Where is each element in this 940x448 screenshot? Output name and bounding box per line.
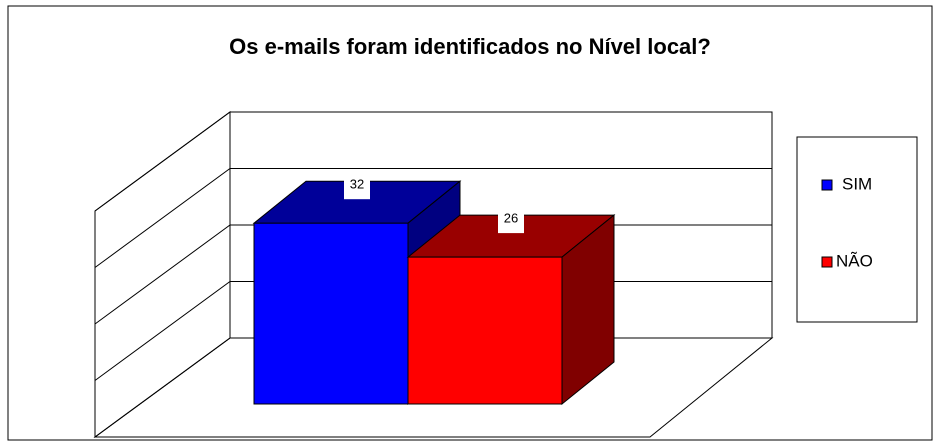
bar bbox=[407, 256, 563, 405]
legend-swatch bbox=[821, 179, 833, 191]
data-label: 26 bbox=[504, 211, 518, 226]
chart-title: Os e-mails foram identificados no Nível … bbox=[229, 34, 711, 59]
data-label: 32 bbox=[350, 177, 364, 192]
data-label-box bbox=[498, 207, 524, 234]
legend bbox=[796, 136, 918, 323]
data-label-box bbox=[344, 173, 370, 200]
bar bbox=[253, 222, 409, 405]
grid-line bbox=[94, 111, 772, 212]
legend-label: SIM bbox=[842, 174, 872, 193]
legend-swatch bbox=[821, 256, 833, 268]
grid-line bbox=[94, 168, 772, 268]
legend-label: NÃO bbox=[836, 251, 873, 270]
